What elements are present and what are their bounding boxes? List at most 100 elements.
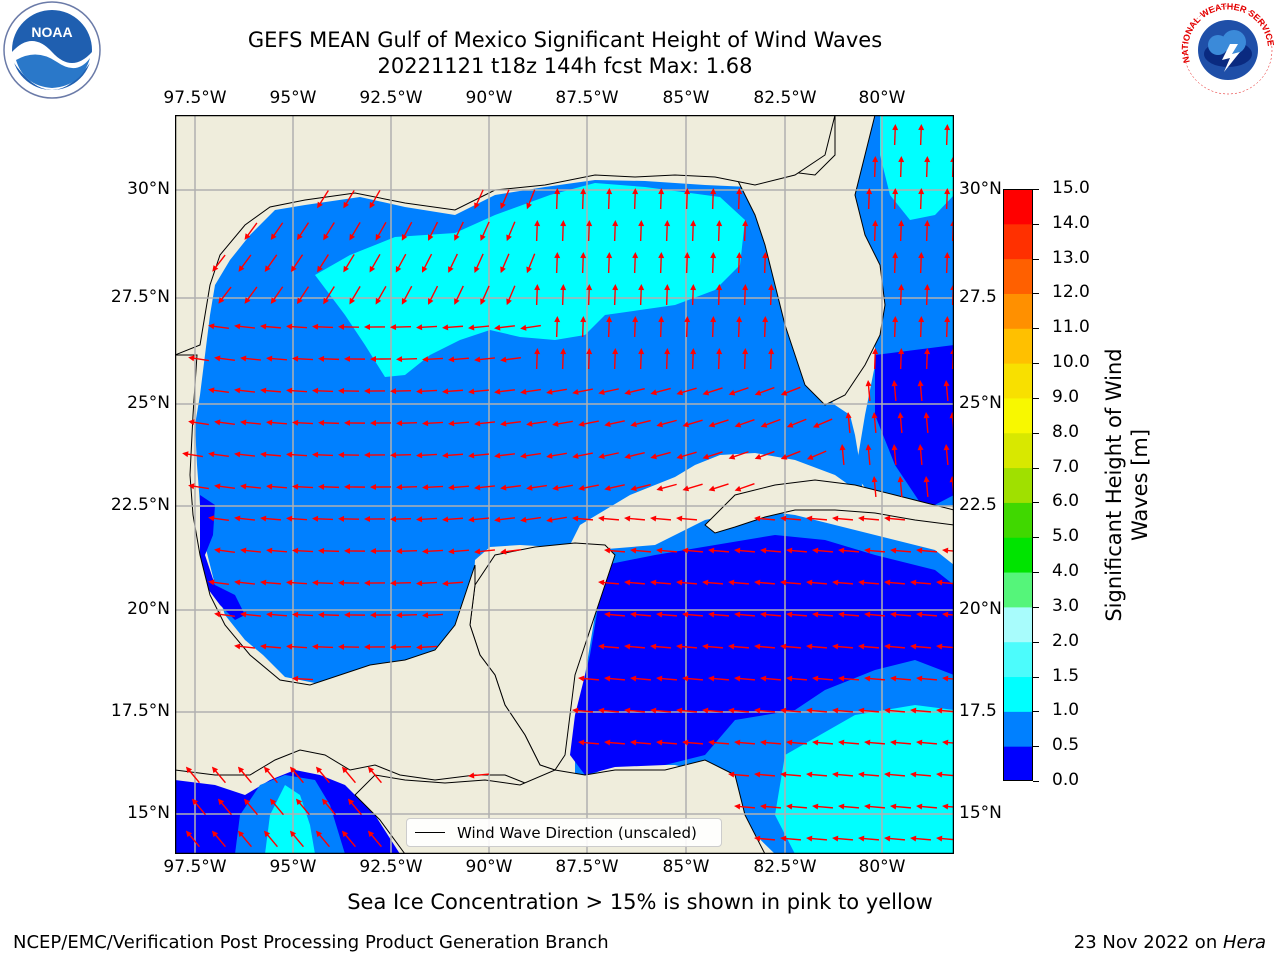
wave-direction-arrow <box>448 548 470 555</box>
wave-direction-arrow <box>890 675 912 682</box>
colorbar-tick-mark <box>1033 293 1039 295</box>
wave-direction-arrow <box>208 451 230 458</box>
colorbar-bin <box>1003 467 1033 503</box>
lon-tick-label: 92.5°W <box>359 857 423 877</box>
wave-direction-arrow <box>396 548 418 555</box>
wave-direction-arrow <box>742 284 749 306</box>
wave-direction-arrow <box>924 220 931 242</box>
wave-direction-arrow <box>364 452 386 459</box>
wave-direction-arrow <box>760 675 782 682</box>
lat-tick-label-left: 20°N <box>127 599 170 619</box>
wave-direction-arrow <box>286 579 308 586</box>
wave-direction-arrow <box>494 452 516 459</box>
wave-direction-arrow <box>526 253 536 274</box>
colorbar-tick-label: 10.0 <box>1052 352 1090 373</box>
wave-direction-arrow <box>554 252 561 274</box>
wave-direction-arrow <box>494 388 516 395</box>
wave-direction-arrow <box>264 254 278 273</box>
wave-direction-arrow <box>780 643 802 650</box>
wave-direction-arrow <box>710 316 717 338</box>
wave-direction-arrow <box>943 380 950 402</box>
colorbar-bin <box>1003 258 1033 294</box>
footer-date-text: 23 Nov 2022 on <box>1073 932 1223 953</box>
wave-direction-arrow <box>416 516 438 523</box>
colorbar-tick-label: 4.0 <box>1052 561 1080 582</box>
wave-direction-arrow <box>500 420 522 427</box>
sea-ice-note: Sea Ice Concentration > 15% is shown in … <box>347 890 933 914</box>
wave-direction-arrow <box>682 419 703 428</box>
wave-direction-arrow <box>578 420 599 427</box>
wave-direction-arrow <box>474 356 496 363</box>
wave-direction-arrow <box>786 611 808 618</box>
lon-tick-label: 82.5°W <box>753 857 817 877</box>
wave-direction-arrow <box>341 766 356 784</box>
wave-direction-arrow <box>289 830 304 848</box>
wave-direction-arrow <box>612 284 619 306</box>
colorbar-tick-mark <box>1033 606 1039 608</box>
wave-direction-arrow <box>238 254 252 272</box>
wave-direction-arrow <box>650 707 672 714</box>
wave-direction-arrow <box>468 516 490 523</box>
wave-direction-arrow <box>572 452 593 459</box>
wave-direction-arrow <box>586 284 593 306</box>
wave-direction-arrow <box>263 830 278 848</box>
wave-direction-arrow <box>780 386 801 396</box>
wave-direction-arrow <box>260 515 282 522</box>
wave-direction-arrow <box>898 156 905 178</box>
colorbar-bin <box>1003 223 1033 260</box>
wave-direction-arrow <box>552 420 573 427</box>
wave-direction-arrow <box>650 387 671 396</box>
wave-direction-arrow <box>364 644 386 651</box>
wave-direction-arrow <box>390 452 412 459</box>
wave-direction-arrow <box>786 675 808 682</box>
wave-direction-arrow <box>286 323 308 330</box>
wave-direction-arrow <box>650 643 672 650</box>
wave-direction-arrow <box>838 611 860 618</box>
wave-direction-arrow <box>421 253 433 273</box>
wave-direction-arrow <box>344 611 366 618</box>
wave-direction-arrow <box>898 348 905 370</box>
wave-direction-arrow <box>188 483 209 490</box>
wave-direction-arrow <box>858 707 880 714</box>
wave-direction-arrow <box>520 388 541 395</box>
wave-direction-arrow <box>312 451 334 458</box>
wave-direction-arrow <box>760 547 782 554</box>
lon-tick-label: 82.5°W <box>753 88 817 108</box>
lat-tick-label-right: 20°N <box>959 599 1002 619</box>
wave-direction-arrow <box>630 419 651 428</box>
wave-direction-arrow <box>448 356 470 363</box>
wave-direction-arrow <box>624 451 645 460</box>
colorbar-tick-mark <box>1033 223 1039 225</box>
map-svg <box>174 114 964 855</box>
wave-direction-arrow <box>884 515 906 522</box>
wave-direction-arrow <box>211 830 226 848</box>
wave-direction-arrow <box>286 451 308 458</box>
wave-direction-arrow <box>656 483 677 492</box>
wave-direction-arrow <box>234 643 256 650</box>
wave-direction-arrow <box>702 451 723 460</box>
wave-direction-arrow <box>338 451 360 458</box>
wave-direction-arrow <box>708 611 730 618</box>
wave-direction-arrow <box>266 419 288 426</box>
wave-direction-arrow <box>468 772 490 779</box>
lat-tick-label-right: 22.5 <box>959 495 997 515</box>
wave-direction-arrow <box>422 420 444 427</box>
wave-direction-arrow <box>780 835 802 842</box>
wave-direction-arrow <box>918 316 925 338</box>
wave-direction-arrow <box>754 579 776 586</box>
wave-direction-arrow <box>676 643 698 650</box>
wave-direction-arrow <box>924 284 931 306</box>
colorbar-tick-label: 11.0 <box>1052 317 1090 338</box>
wave-direction-arrow <box>560 220 567 242</box>
wave-direction-arrow <box>786 739 808 746</box>
wave-direction-arrow <box>349 222 361 241</box>
wave-direction-arrow <box>832 579 854 586</box>
wave-direction-arrow <box>448 253 458 273</box>
wave-direction-arrow <box>897 412 904 434</box>
wave-direction-arrow <box>892 316 899 338</box>
wave-direction-arrow <box>684 252 691 274</box>
wave-direction-arrow <box>208 323 230 330</box>
wave-direction-arrow <box>234 515 256 522</box>
wave-direction-arrow <box>650 451 671 460</box>
wave-direction-arrow <box>871 412 878 434</box>
